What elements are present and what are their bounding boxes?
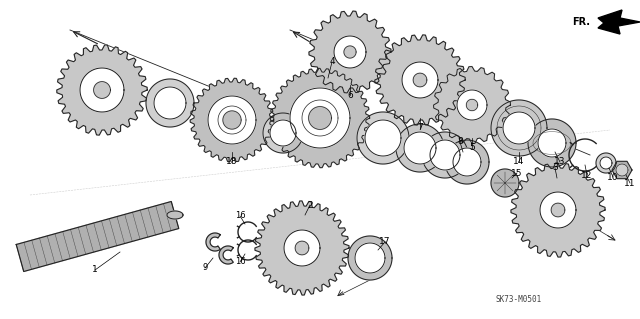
Polygon shape (430, 140, 460, 170)
Polygon shape (208, 96, 256, 144)
Polygon shape (445, 140, 489, 184)
Polygon shape (290, 88, 350, 148)
Text: 8: 8 (457, 137, 463, 146)
Text: 9: 9 (202, 263, 207, 272)
Polygon shape (57, 45, 147, 135)
Polygon shape (528, 119, 576, 167)
Polygon shape (596, 153, 616, 173)
Text: 6: 6 (347, 91, 353, 100)
Polygon shape (355, 243, 385, 273)
Text: 3: 3 (552, 164, 558, 173)
Polygon shape (190, 78, 274, 162)
Polygon shape (206, 233, 220, 251)
Polygon shape (396, 124, 444, 172)
Polygon shape (309, 11, 391, 93)
Polygon shape (16, 202, 179, 271)
Text: 2: 2 (307, 201, 313, 210)
Polygon shape (334, 36, 366, 68)
Text: 15: 15 (511, 168, 523, 177)
Text: 13: 13 (554, 158, 566, 167)
Polygon shape (503, 112, 535, 144)
Polygon shape (540, 192, 576, 228)
Polygon shape (219, 246, 234, 264)
Text: 16: 16 (235, 257, 245, 266)
Text: FR.: FR. (572, 17, 590, 27)
Text: 11: 11 (624, 179, 636, 188)
Polygon shape (80, 68, 124, 112)
Polygon shape (154, 87, 186, 119)
Polygon shape (616, 164, 628, 176)
Polygon shape (218, 106, 246, 134)
Polygon shape (491, 169, 519, 197)
Text: 7: 7 (417, 123, 423, 132)
Polygon shape (348, 236, 392, 280)
Text: SK73-M0501: SK73-M0501 (495, 295, 541, 305)
Polygon shape (413, 73, 427, 87)
Polygon shape (284, 230, 320, 266)
Polygon shape (467, 99, 477, 111)
Text: 14: 14 (513, 158, 525, 167)
Polygon shape (538, 129, 566, 157)
Text: 10: 10 (607, 173, 619, 182)
Text: 18: 18 (227, 158, 237, 167)
Polygon shape (375, 35, 465, 125)
Polygon shape (212, 100, 252, 140)
Polygon shape (491, 100, 547, 156)
Polygon shape (308, 107, 332, 130)
Polygon shape (167, 211, 183, 219)
Polygon shape (457, 90, 487, 120)
Polygon shape (344, 46, 356, 58)
Polygon shape (433, 67, 511, 144)
Polygon shape (270, 68, 370, 168)
Polygon shape (600, 157, 612, 169)
Polygon shape (598, 10, 640, 34)
Polygon shape (404, 132, 436, 164)
Text: 12: 12 (581, 170, 593, 180)
Polygon shape (270, 120, 296, 146)
Polygon shape (357, 112, 409, 164)
Polygon shape (302, 100, 338, 136)
Text: 16: 16 (235, 211, 245, 220)
Polygon shape (223, 111, 241, 129)
Text: 5: 5 (469, 144, 475, 152)
Text: 17: 17 (380, 238, 391, 247)
Polygon shape (453, 148, 481, 176)
Polygon shape (422, 132, 468, 178)
Polygon shape (255, 201, 349, 295)
Polygon shape (294, 92, 346, 144)
Polygon shape (365, 120, 401, 156)
Text: 4: 4 (329, 57, 335, 66)
Polygon shape (511, 163, 605, 257)
Polygon shape (402, 62, 438, 98)
Text: 1: 1 (92, 265, 98, 275)
Polygon shape (263, 113, 303, 153)
Polygon shape (146, 79, 194, 127)
Polygon shape (551, 203, 565, 217)
Polygon shape (295, 241, 309, 255)
Polygon shape (612, 161, 632, 179)
Polygon shape (93, 82, 110, 98)
